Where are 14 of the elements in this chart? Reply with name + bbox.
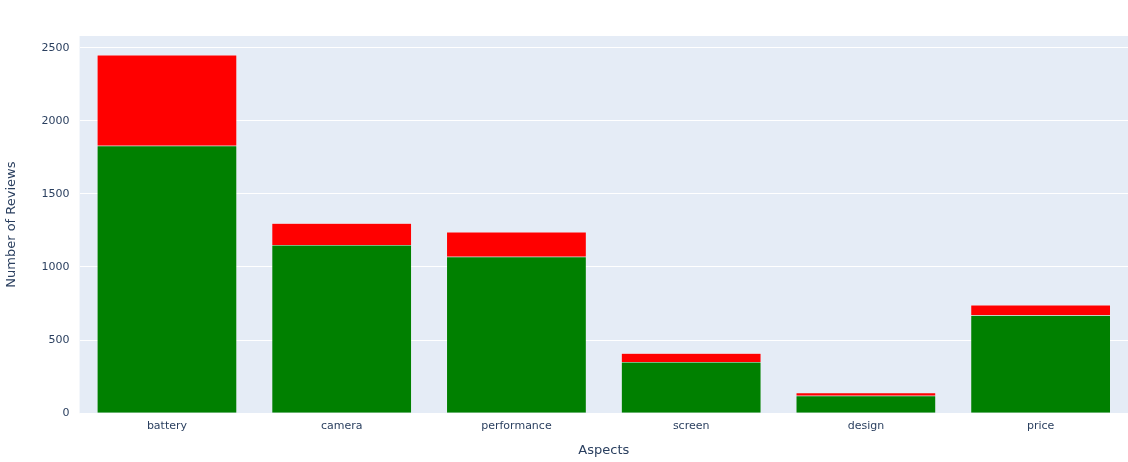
x-tick-label: screen (672, 418, 710, 432)
x-tick-label: battery (146, 418, 188, 432)
y-tick-label: 500 (48, 332, 70, 346)
y-tick-label: 2500 (41, 40, 70, 54)
y-tick-label: 2000 (41, 113, 70, 127)
x-tick-label: performance (481, 418, 552, 432)
x-tick-label: camera (320, 418, 363, 432)
y-axis-title: Number of Reviews (3, 161, 19, 288)
y-tick-label: 1000 (41, 259, 70, 273)
x-tick-label: price (1026, 418, 1055, 432)
x-axis-title: Aspects (578, 441, 630, 457)
y-tick-label: 0 (62, 406, 70, 420)
x-tick-label: design (847, 418, 885, 432)
y-tick-label: 1500 (41, 186, 70, 200)
